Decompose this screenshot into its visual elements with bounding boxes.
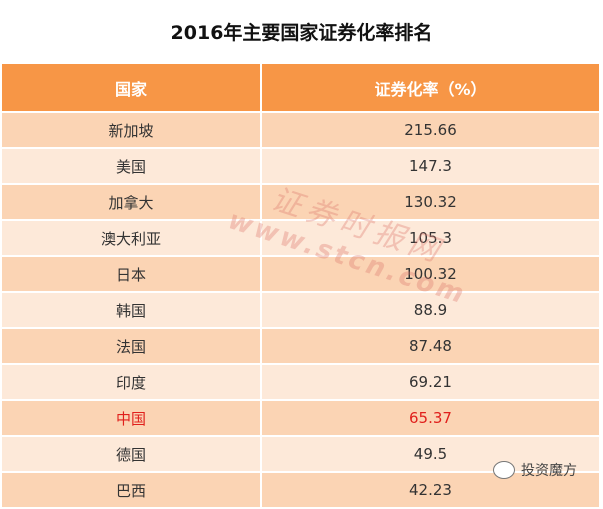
header-row: 国家 证券化率（%）	[2, 64, 599, 111]
country-cell: 德国	[2, 437, 262, 471]
logo-text: 投资魔方	[521, 463, 577, 479]
rate-cell: 65.37	[262, 401, 599, 435]
rate-cell: 100.32	[262, 257, 599, 291]
rate-cell: 105.3	[262, 221, 599, 255]
table-row: 澳大利亚 105.3	[2, 221, 599, 255]
rate-cell: 69.21	[262, 365, 599, 399]
table-row: 日本 100.32	[2, 257, 599, 291]
table-row: 印度 69.21	[2, 365, 599, 399]
country-cell: 新加坡	[2, 113, 262, 147]
rate-cell: 130.32	[262, 185, 599, 219]
rate-cell: 215.66	[262, 113, 599, 147]
table-row: 中国 65.37	[2, 401, 599, 435]
country-cell: 法国	[2, 329, 262, 363]
rate-cell: 87.48	[262, 329, 599, 363]
table-row: 德国 49.5	[2, 437, 599, 471]
country-cell: 加拿大	[2, 185, 262, 219]
rate-cell: 88.9	[262, 293, 599, 327]
country-cell: 中国	[2, 401, 262, 435]
table-row: 美国 147.3	[2, 149, 599, 183]
header-rate: 证券化率（%）	[262, 64, 599, 111]
table-row: 韩国 88.9	[2, 293, 599, 327]
country-cell: 澳大利亚	[2, 221, 262, 255]
wechat-icon	[493, 461, 515, 479]
logo: 投资魔方	[493, 460, 577, 480]
table-row: 新加坡 215.66	[2, 113, 599, 147]
country-cell: 印度	[2, 365, 262, 399]
table-row: 法国 87.48	[2, 329, 599, 363]
country-cell: 巴西	[2, 473, 262, 507]
table-row: 加拿大 130.32	[2, 185, 599, 219]
country-cell: 韩国	[2, 293, 262, 327]
header-country: 国家	[2, 64, 262, 111]
country-cell: 美国	[2, 149, 262, 183]
table-title: 2016年主要国家证券化率排名	[170, 22, 433, 44]
ranking-table: 国家 证券化率（%） 新加坡 215.66 美国 147.3 加拿大 130.32 澳大利亚…	[2, 62, 599, 509]
rate-cell: 147.3	[262, 149, 599, 183]
rate-cell: 49.5	[262, 437, 599, 471]
country-cell: 日本	[2, 257, 262, 291]
